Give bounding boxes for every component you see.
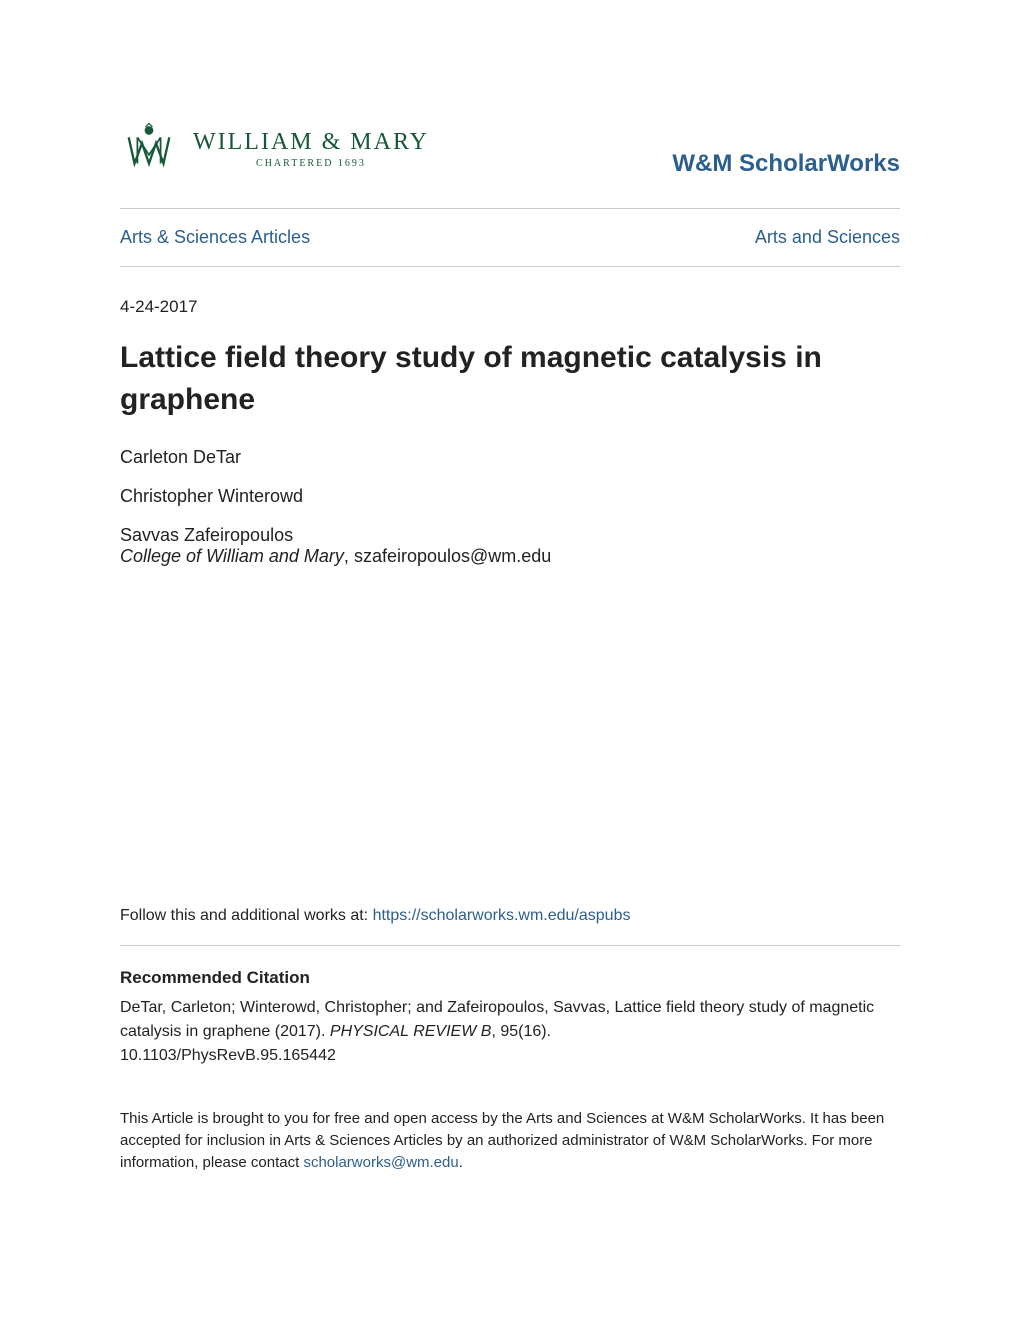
breadcrumb-divider: [120, 266, 900, 267]
contact-email-link[interactable]: scholarworks@wm.edu: [303, 1154, 458, 1171]
follow-section: Follow this and additional works at: htt…: [120, 907, 900, 945]
citation-post: , 95(16).: [491, 1023, 551, 1040]
footer-pre: This Article is brought to you for free …: [120, 1110, 884, 1171]
institution-name: WILLIAM & MARY: [193, 129, 429, 156]
institution-name-block: WILLIAM & MARY CHARTERED 1693: [193, 129, 429, 169]
footer-post: .: [459, 1154, 463, 1171]
author-entry: Savvas Zafeiropoulos College of William …: [120, 525, 900, 567]
author-name: Christopher Winterowd: [120, 486, 303, 506]
breadcrumb: Arts & Sciences Articles Arts and Scienc…: [120, 209, 900, 266]
author-name: Carleton DeTar: [120, 447, 241, 467]
author-entry: Carleton DeTar: [120, 447, 900, 468]
article-title: Lattice field theory study of magnetic c…: [120, 337, 900, 421]
citation-doi: 10.1103/PhysRevB.95.165442: [120, 1047, 336, 1064]
author-name: Savvas Zafeiropoulos: [120, 525, 293, 545]
author-email: szafeiropoulos@wm.edu: [354, 546, 551, 566]
breadcrumb-left-link[interactable]: Arts & Sciences Articles: [120, 227, 310, 248]
breadcrumb-right-link[interactable]: Arts and Sciences: [755, 227, 900, 248]
publication-date: 4-24-2017: [120, 297, 900, 317]
citation-journal: PHYSICAL REVIEW B: [330, 1023, 492, 1040]
author-email-separator: ,: [344, 546, 354, 566]
follow-prefix: Follow this and additional works at:: [120, 907, 373, 924]
follow-divider: [120, 945, 900, 946]
access-statement: This Article is brought to you for free …: [120, 1108, 900, 1173]
page-header: WILLIAM & MARY CHARTERED 1693 W&M Schola…: [120, 120, 900, 208]
institution-logo-block: WILLIAM & MARY CHARTERED 1693: [120, 120, 429, 178]
follow-url-link[interactable]: https://scholarworks.wm.edu/aspubs: [373, 907, 631, 924]
repository-name-link[interactable]: W&M ScholarWorks: [672, 150, 900, 178]
author-entry: Christopher Winterowd: [120, 486, 900, 507]
author-affiliation: College of William and Mary: [120, 546, 344, 566]
wm-cipher-icon: [120, 120, 178, 178]
citation-heading: Recommended Citation: [120, 968, 900, 988]
citation-text: DeTar, Carleton; Winterowd, Christopher;…: [120, 996, 900, 1068]
institution-charter: CHARTERED 1693: [193, 158, 429, 169]
